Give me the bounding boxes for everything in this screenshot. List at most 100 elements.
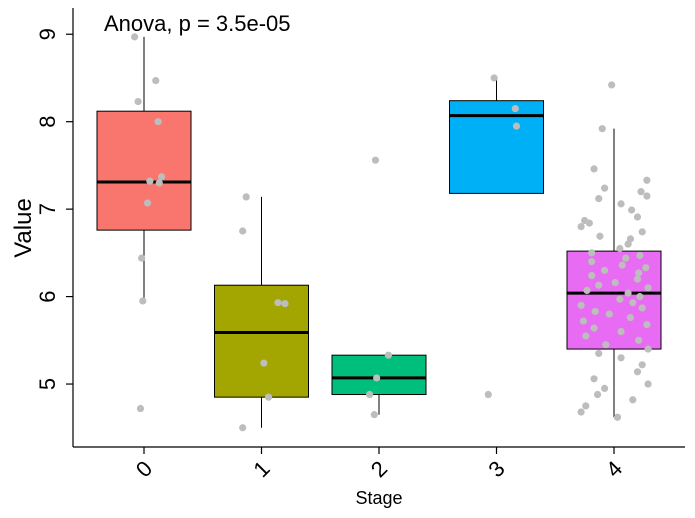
data-point xyxy=(577,408,585,416)
data-point xyxy=(511,104,519,113)
data-point xyxy=(629,396,637,404)
data-point xyxy=(601,384,609,393)
data-point xyxy=(605,310,613,318)
ticks: 5 6 7 8 9 0 1 2 3 4 xyxy=(35,28,627,482)
data-point xyxy=(617,354,625,362)
data-point xyxy=(139,297,147,305)
data-point xyxy=(152,76,160,85)
data-point xyxy=(588,258,596,266)
data-point xyxy=(579,317,588,325)
data-point xyxy=(611,278,619,287)
data-point xyxy=(593,390,602,399)
data-point xyxy=(595,349,603,358)
data-point xyxy=(582,332,590,340)
data-point xyxy=(583,286,591,295)
data-point xyxy=(626,313,635,322)
data-point xyxy=(158,173,166,181)
data-point xyxy=(613,413,622,421)
x-tick-label: 2 xyxy=(366,456,392,482)
box-group-2 xyxy=(331,354,427,415)
data-point xyxy=(590,165,598,173)
box-group-0 xyxy=(96,36,192,301)
data-point xyxy=(242,193,250,201)
box-1 xyxy=(214,284,309,398)
data-point xyxy=(136,404,145,413)
x-tick-label: 3 xyxy=(483,456,509,482)
data-point xyxy=(512,122,521,130)
data-point xyxy=(618,261,626,269)
data-point xyxy=(239,424,247,432)
data-point xyxy=(588,249,596,257)
data-point xyxy=(595,281,603,289)
data-point xyxy=(602,341,610,349)
data-point xyxy=(616,295,624,303)
data-point xyxy=(577,301,585,309)
data-point xyxy=(628,206,636,214)
data-point xyxy=(264,393,273,401)
data-point xyxy=(366,390,374,399)
data-point xyxy=(590,324,598,332)
data-point xyxy=(635,269,643,277)
data-point xyxy=(622,254,630,262)
data-point xyxy=(624,240,632,248)
y-tick-label: 6 xyxy=(35,290,60,302)
box-group-4 xyxy=(566,128,662,418)
data-point xyxy=(643,192,651,200)
data-point xyxy=(281,299,289,308)
data-point xyxy=(371,156,380,164)
data-point xyxy=(643,320,651,329)
box-group-1 xyxy=(214,196,309,428)
data-point xyxy=(601,184,609,192)
y-tick-label: 5 xyxy=(35,378,60,390)
x-tick-label: 4 xyxy=(601,456,627,482)
data-point xyxy=(617,200,625,208)
data-point xyxy=(134,97,142,106)
data-point xyxy=(642,264,650,272)
y-axis-label: Value xyxy=(10,198,37,258)
data-point xyxy=(274,299,282,307)
x-axis-label: Stage xyxy=(355,488,402,508)
data-point xyxy=(644,380,652,388)
data-point xyxy=(633,275,642,283)
data-point xyxy=(638,228,646,236)
data-point xyxy=(637,188,645,196)
x-tick-label: 0 xyxy=(131,456,157,482)
data-point xyxy=(154,118,162,126)
data-point xyxy=(146,177,154,185)
data-point xyxy=(617,327,625,336)
plot-area xyxy=(96,33,662,432)
data-point xyxy=(638,361,646,369)
data-point xyxy=(616,244,624,253)
data-point xyxy=(585,219,593,227)
data-point xyxy=(636,251,644,260)
data-point xyxy=(490,74,498,82)
x-tick-label: 1 xyxy=(248,456,274,482)
data-point xyxy=(484,390,492,399)
data-point xyxy=(138,254,146,262)
data-point xyxy=(590,375,598,383)
data-point xyxy=(601,266,609,274)
data-point xyxy=(598,125,606,133)
data-point xyxy=(384,351,392,359)
data-point xyxy=(635,336,643,344)
anova-annotation: Anova, p = 3.5e-05 xyxy=(104,11,291,36)
data-point xyxy=(633,368,642,376)
data-point xyxy=(596,232,604,240)
data-point xyxy=(588,271,596,280)
y-tick-label: 7 xyxy=(35,203,60,215)
y-tick-label: 8 xyxy=(35,116,60,128)
data-point xyxy=(643,176,651,184)
data-point xyxy=(239,227,247,235)
data-point xyxy=(577,223,585,231)
data-point xyxy=(582,402,590,410)
data-point xyxy=(644,284,652,292)
data-point xyxy=(370,411,378,419)
data-point xyxy=(373,374,381,382)
data-point xyxy=(629,299,637,307)
data-point xyxy=(636,292,644,301)
data-point xyxy=(260,359,268,367)
data-point xyxy=(155,179,163,187)
data-point xyxy=(143,199,152,207)
data-point xyxy=(644,345,652,353)
